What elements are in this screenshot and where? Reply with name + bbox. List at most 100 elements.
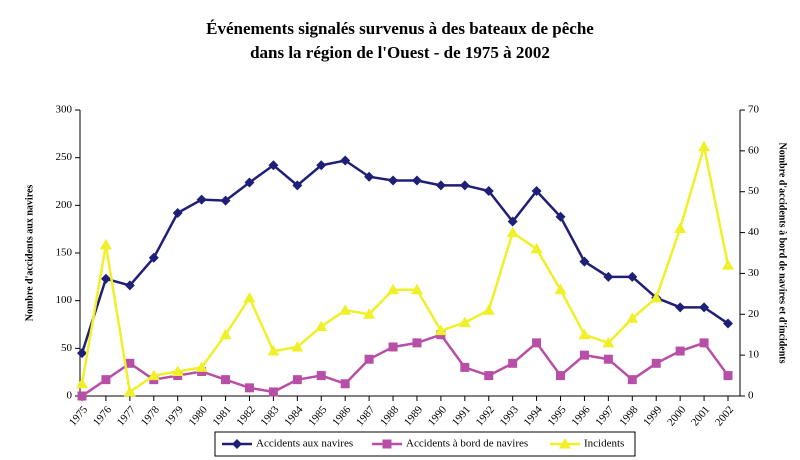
- point: [268, 160, 279, 171]
- point: [698, 140, 711, 152]
- y2-tick-label: 10: [748, 349, 760, 361]
- point: [460, 362, 470, 372]
- x-tick-label: 1985: [306, 403, 330, 428]
- x-tick-label: 1999: [641, 403, 665, 428]
- y-tick-label: 150: [56, 247, 73, 259]
- y-tick-label: 100: [56, 294, 73, 306]
- x-tick-label: 1994: [521, 403, 545, 428]
- point: [507, 216, 518, 227]
- x-tick-label: 1976: [91, 403, 115, 428]
- point: [411, 175, 422, 186]
- point: [340, 155, 351, 166]
- point: [267, 345, 280, 356]
- series-line: [81, 333, 730, 398]
- x-tick-label: 1977: [115, 403, 139, 428]
- point: [626, 312, 639, 323]
- x-tick-label: 2001: [689, 404, 712, 429]
- point: [77, 348, 87, 359]
- point: [602, 336, 615, 348]
- x-tick-label: 1989: [402, 403, 426, 428]
- y2-tick-label: 20: [748, 308, 760, 320]
- x-tick-label: 1990: [426, 403, 450, 428]
- point: [147, 369, 160, 381]
- x-tick-label: 1998: [617, 403, 641, 428]
- point: [268, 387, 278, 397]
- x-tick-label: 1992: [474, 404, 497, 429]
- point: [579, 256, 590, 267]
- point: [244, 383, 254, 393]
- x-tick-label: 1987: [354, 403, 378, 428]
- point: [651, 358, 661, 368]
- legend-label: Accidents à bord de navires: [406, 438, 528, 450]
- x-tick-label: 2000: [665, 403, 689, 428]
- point: [316, 160, 327, 171]
- chart-title: dans la région de l'Ouest - de 1975 à 20…: [250, 43, 550, 62]
- point: [508, 358, 518, 368]
- point: [722, 259, 734, 270]
- point: [559, 438, 571, 449]
- point: [387, 283, 400, 295]
- point: [723, 371, 733, 381]
- series-line: [80, 146, 730, 395]
- point: [315, 320, 328, 332]
- point: [125, 358, 135, 368]
- point: [578, 328, 591, 340]
- point: [506, 226, 519, 238]
- point: [603, 354, 613, 364]
- y2-tick-label: 40: [748, 226, 760, 238]
- point: [99, 238, 112, 250]
- x-tick-label: 1986: [330, 403, 354, 428]
- point: [232, 439, 242, 449]
- x-tick-label: 1980: [187, 403, 211, 428]
- point: [172, 207, 183, 218]
- point: [435, 180, 446, 191]
- point: [723, 318, 733, 329]
- point: [388, 342, 398, 352]
- point: [674, 222, 687, 233]
- y2-tick-label: 0: [748, 390, 754, 402]
- point: [627, 271, 638, 282]
- point: [244, 177, 255, 188]
- x-tick-label: 1975: [67, 403, 91, 428]
- x-tick-label: 1993: [498, 403, 522, 428]
- x-tick-label: 2002: [713, 404, 736, 429]
- point: [388, 175, 399, 186]
- point: [410, 283, 423, 295]
- x-tick-label: 1982: [234, 404, 257, 429]
- point: [316, 371, 326, 381]
- point: [412, 338, 422, 348]
- point: [339, 304, 352, 315]
- point: [220, 195, 231, 206]
- point: [196, 194, 207, 205]
- x-tick-label: 1978: [139, 403, 163, 428]
- point: [77, 391, 87, 401]
- point: [459, 180, 470, 191]
- y-tick-label: 300: [56, 104, 73, 116]
- point: [76, 377, 88, 389]
- point: [434, 324, 447, 336]
- point: [675, 302, 686, 313]
- point: [363, 308, 376, 319]
- point: [101, 375, 111, 385]
- point: [554, 283, 567, 295]
- point: [124, 280, 135, 291]
- y2-axis-title: Nombre d'accidents à bord de navires et …: [777, 142, 788, 363]
- point: [458, 316, 471, 327]
- point: [221, 375, 231, 385]
- point: [699, 338, 709, 348]
- x-tick-label: 1997: [593, 403, 617, 428]
- point: [555, 211, 566, 222]
- legend-label: Accidents aux navires: [256, 438, 353, 450]
- point: [556, 371, 566, 381]
- y-tick-label: 50: [61, 342, 73, 354]
- y-tick-label: 200: [56, 199, 73, 211]
- x-tick-label: 1995: [545, 403, 569, 428]
- x-tick-label: 1979: [163, 403, 187, 428]
- point: [484, 371, 494, 381]
- point: [650, 291, 663, 303]
- point: [123, 385, 136, 397]
- point: [364, 354, 374, 364]
- point: [340, 379, 350, 389]
- y2-tick-label: 70: [748, 104, 760, 116]
